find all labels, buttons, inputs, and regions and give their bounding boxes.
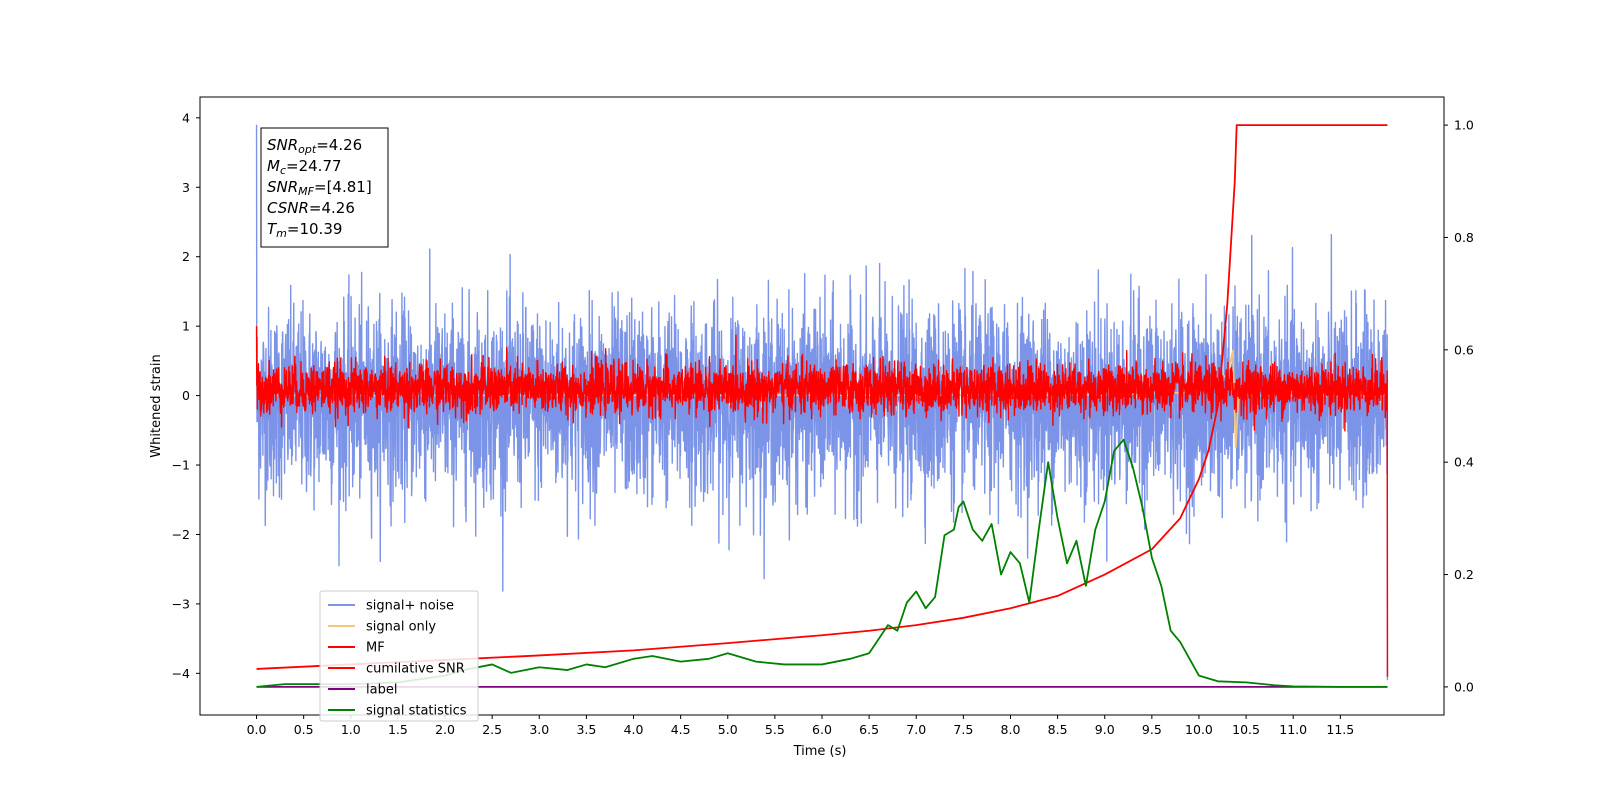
y-right-tick-label: 1.0: [1454, 118, 1474, 133]
x-axis-label: Time (s): [793, 744, 847, 759]
x-tick-label: 5.0: [718, 722, 738, 737]
y-axis-right: 1.0 0.8 0.6 0.4 0.2 0.0: [1444, 118, 1474, 694]
stats-box-line: CSNR=4.26: [267, 199, 355, 217]
x-tick-label: 0.0: [247, 722, 267, 737]
x-tick-label: 4.0: [624, 722, 644, 737]
series-line-mf: [255, 326, 1389, 677]
stats-box-line: SNRMF=[4.81]: [267, 178, 372, 198]
x-tick-label: 1.0: [341, 722, 361, 737]
x-tick-label: 0.5: [294, 722, 314, 737]
y-left-tick-label: −3: [172, 596, 190, 611]
y-left-tick-label: −4: [172, 666, 190, 681]
legend-label-mf: MF: [366, 641, 385, 656]
x-tick-label: 10.5: [1232, 722, 1260, 737]
x-tick-label: 3.0: [529, 722, 549, 737]
legend-label-signal-noise: signal+ noise: [366, 599, 454, 614]
y-left-tick-label: −2: [172, 527, 190, 542]
x-tick-label: 6.5: [859, 722, 879, 737]
x-tick-label: 11.0: [1279, 722, 1307, 737]
legend-label-label: label: [366, 683, 397, 698]
stats-box-frame: [260, 127, 389, 248]
legend-frame: [319, 590, 479, 722]
series-line-signal-statistics: [256, 438, 1388, 688]
x-tick-label: 2.5: [482, 722, 502, 737]
y-right-tick-label: 0.4: [1454, 455, 1474, 470]
x-tick-label: 8.5: [1048, 722, 1068, 737]
x-axis: 0.0 0.5 1.0 1.5 2.0 2.5 3.0 3.5 4.0 4.5 5.0 5.5 6.0 6…: [247, 715, 1354, 737]
x-tick-label: 3.5: [576, 722, 596, 737]
stats-box-line: Mc=24.77: [267, 157, 342, 177]
y-axis-left: 4 3 2 1 0 −1 −2 −3 −4: [172, 110, 200, 681]
y-right-tick-label: 0.8: [1454, 230, 1474, 245]
legend-label-signal-only: signal only: [366, 620, 436, 635]
legend-label-signal-statistics: signal statistics: [366, 704, 467, 719]
stats-annotation-box: SNRopt=4.26Mc=24.77SNRMF=[4.81]CSNR=4.26…: [260, 127, 389, 248]
y-right-tick-label: 0.0: [1454, 679, 1474, 694]
x-tick-label: 7.5: [953, 722, 973, 737]
legend-label-cumilative-snr: cumilative SNR: [366, 662, 465, 677]
y-left-tick-label: 4: [182, 110, 190, 125]
x-tick-label: 9.5: [1142, 722, 1162, 737]
y-left-tick-label: 0: [182, 388, 190, 403]
legend: signal+ noise signal only MF cumilative SNR…: [319, 590, 479, 722]
stats-box-line: SNRopt=4.26: [267, 136, 362, 156]
y-left-tick-label: 2: [182, 249, 190, 264]
x-tick-label: 10.0: [1185, 722, 1213, 737]
x-tick-label: 11.5: [1326, 722, 1354, 737]
series-line-cumilative-snr: [256, 124, 1388, 670]
y-right-tick-label: 0.6: [1454, 342, 1474, 357]
series-line-signal-noise: [255, 124, 1389, 681]
y-left-tick-label: −1: [172, 458, 190, 473]
x-tick-label: 5.5: [765, 722, 785, 737]
x-tick-label: 8.0: [1001, 722, 1021, 737]
x-tick-label: 4.5: [671, 722, 691, 737]
y-axis-label: Whitened strain: [149, 354, 164, 457]
x-tick-label: 1.5: [388, 722, 408, 737]
y-right-tick-label: 0.2: [1454, 567, 1474, 582]
x-tick-label: 6.0: [812, 722, 832, 737]
y-left-tick-label: 3: [182, 180, 190, 195]
x-tick-label: 9.0: [1095, 722, 1115, 737]
x-tick-label: 7.0: [906, 722, 926, 737]
y-left-tick-label: 1: [182, 319, 190, 334]
x-tick-label: 2.0: [435, 722, 455, 737]
stats-box-line: Tm=10.39: [267, 220, 342, 240]
